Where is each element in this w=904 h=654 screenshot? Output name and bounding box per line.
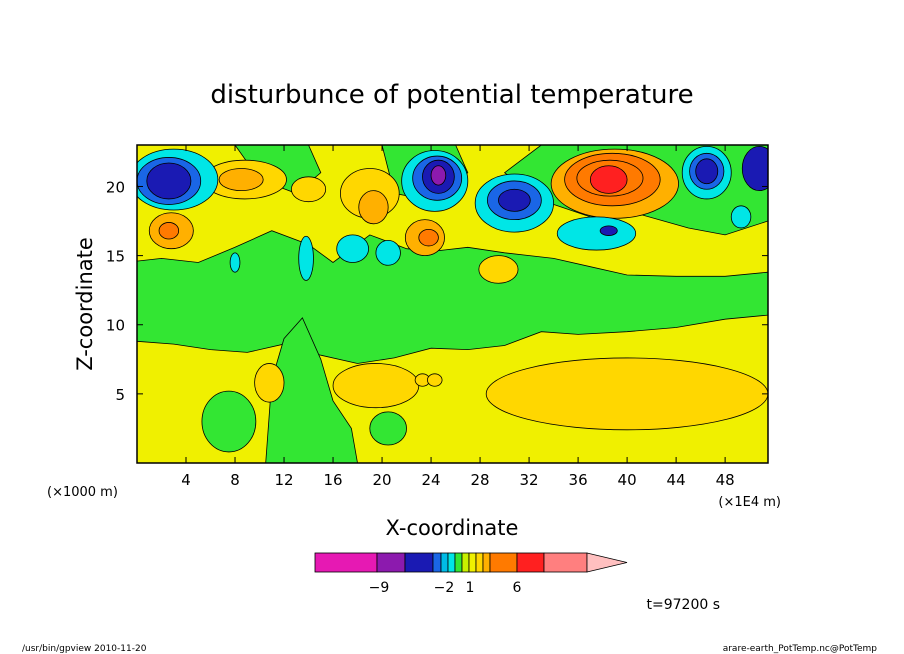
colorbar-swatch <box>432 552 442 573</box>
cold-upper-left-core <box>146 162 192 200</box>
colorbar-tick-label: 1 <box>466 580 475 596</box>
plot-frame <box>136 144 769 464</box>
cool-patch-low-20 <box>369 411 407 446</box>
x-tick-label: 12 <box>274 471 293 489</box>
warm-patch-figure8b <box>426 373 443 387</box>
cold-47-core <box>695 158 719 185</box>
y-tick-label: 20 <box>106 178 125 196</box>
colorbar-swatch <box>404 552 434 573</box>
cold-24-peak <box>430 165 447 186</box>
y-tick-label: 5 <box>115 386 125 404</box>
cold-right-lower <box>730 205 752 229</box>
colorbar <box>314 552 628 573</box>
x-tick-label: 44 <box>667 471 686 489</box>
x-tick-label: 36 <box>569 471 588 489</box>
x-tick-label: 20 <box>373 471 392 489</box>
colorbar-swatch <box>440 552 449 573</box>
warm-patch-lower-left <box>254 363 285 403</box>
warm-band-lower <box>485 357 768 431</box>
colorbar-swatch <box>468 552 477 573</box>
cool-patch-low-left <box>201 390 257 453</box>
cold-36-outer <box>556 216 637 251</box>
x-tick-label: 8 <box>230 471 240 489</box>
warm-patch-upper-19-core <box>358 190 389 225</box>
colorbar-swatch <box>447 552 456 573</box>
field-layer <box>137 145 768 463</box>
footer-left: /usr/bin/gpview 2010-11-20 <box>22 644 147 654</box>
colorbar-tick-label: 6 <box>513 580 522 596</box>
colorbar-labels: −9 −2 1 6 <box>369 580 522 596</box>
plot-area <box>137 145 768 463</box>
cold-sliver-24 <box>375 239 401 266</box>
x-tick-label: 16 <box>323 471 342 489</box>
x-tick-label: 48 <box>716 471 735 489</box>
warm-patch-upper-23-inner <box>418 228 439 247</box>
y-tick-label: 10 <box>106 317 125 335</box>
footer-right: arare-earth_PotTemp.nc@PotTemp <box>723 644 878 654</box>
colorbar-swatch <box>543 552 588 573</box>
cold-31-core <box>498 188 531 212</box>
x-tick-label: 4 <box>181 471 191 489</box>
y-axis-label: Z-coordinate <box>73 237 97 371</box>
x-tick-label: 32 <box>520 471 539 489</box>
chart-title: disturbunce of potential temperature <box>210 80 693 110</box>
colorbar-swatch <box>482 552 491 573</box>
warm-patch-upper-8-core <box>218 168 264 192</box>
warm-patch-upper-14 <box>290 176 327 203</box>
x-axis-ticks: 4 8 12 16 20 24 28 32 36 40 44 48 <box>181 145 735 489</box>
colorbar-swatch <box>314 552 378 573</box>
y-axis-ticks: 5 10 15 20 <box>106 178 768 404</box>
cold-sliver-8 <box>229 252 241 273</box>
colorbar-swatch <box>461 552 470 573</box>
x-axis-label: X-coordinate <box>386 516 519 540</box>
x-unit-right: (×1E4 m) <box>718 495 781 510</box>
colorbar-tick-label: −2 <box>434 580 455 596</box>
colorbar-tick-label: −9 <box>369 580 390 596</box>
warm-patch-upper-29 <box>478 255 519 284</box>
x-tick-label: 24 <box>422 471 441 489</box>
time-label: t=97200 s <box>647 597 721 613</box>
hot-anomaly-peak <box>589 165 628 194</box>
cold-right-edge <box>741 145 768 192</box>
colorbar-swatch <box>489 552 518 573</box>
colorbar-swatch <box>516 552 545 573</box>
warm-patch-lower-mid <box>332 363 420 409</box>
cold-36-dot <box>599 225 618 236</box>
x-tick-label: 28 <box>471 471 490 489</box>
colorbar-swatch <box>454 552 463 573</box>
x-tick-label: 40 <box>618 471 637 489</box>
x-unit-left: (×1000 m) <box>47 485 118 500</box>
cold-sliver-20 <box>336 234 369 263</box>
warm-patch-upper-left-core <box>158 222 180 240</box>
colorbar-swatch <box>475 552 484 573</box>
colorbar-arrow <box>586 552 628 573</box>
y-tick-label: 15 <box>106 248 125 266</box>
colorbar-swatch <box>376 552 406 573</box>
cold-sliver-14 <box>298 235 314 281</box>
